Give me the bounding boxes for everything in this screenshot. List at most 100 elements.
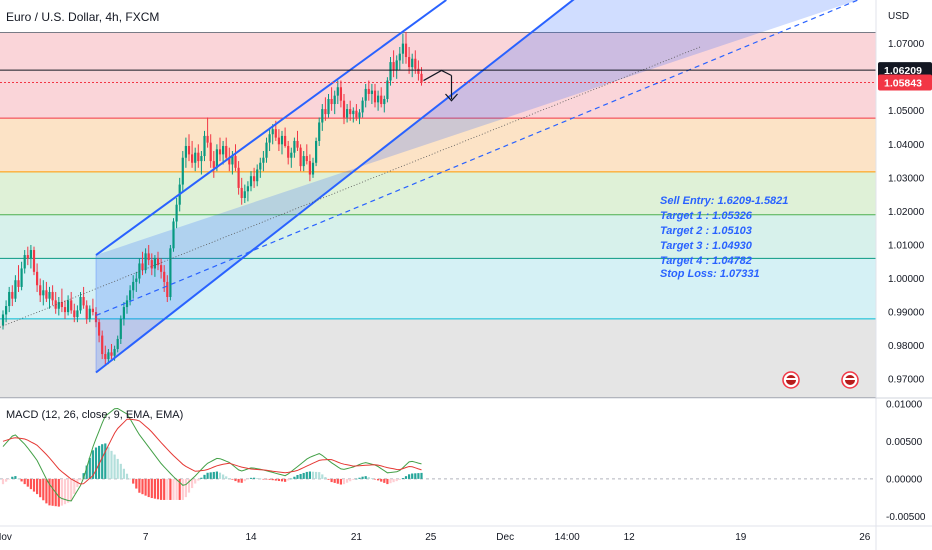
macd-histogram-bar: [5, 478, 8, 482]
signal-line: [2, 418, 422, 485]
annotation-sell-entry: Sell Entry: 1.6209-1.5821: [660, 195, 788, 207]
macd-histogram-bar: [138, 478, 141, 493]
candle-body: [243, 191, 246, 198]
candle-body: [225, 145, 228, 158]
macd-histogram-bar: [358, 477, 361, 479]
candle-body: [315, 140, 318, 163]
macd-histogram-bar: [32, 478, 36, 492]
macd-histogram-bar: [361, 476, 364, 479]
candle-body: [70, 300, 73, 311]
candle-body: [26, 255, 29, 259]
price-tick-label: 1.04000: [888, 140, 925, 151]
time-tick-label: Dec: [496, 532, 514, 543]
macd-histogram-bar: [17, 478, 20, 480]
macd-histogram-bar: [153, 478, 156, 499]
time-tick-label: 14:00: [555, 532, 580, 543]
candle-body: [14, 280, 17, 299]
candle-body: [203, 135, 206, 157]
macd-histogram-bar: [373, 478, 377, 480]
candle-body: [119, 318, 122, 339]
macd-histogram-bar: [299, 473, 302, 479]
candle-body: [414, 58, 417, 69]
candle-body: [408, 57, 411, 68]
macd-histogram-bar: [290, 478, 293, 480]
time-tick-label: 12: [624, 532, 636, 543]
currency-label: USD: [888, 11, 909, 22]
price-tick-label: 1.05000: [888, 106, 925, 117]
annotation-target-2: Target 2 : 1.05103: [660, 225, 752, 237]
time-axis[interactable]: Nov 7 14 21 25 Dec 14:00 12 19 26: [0, 525, 932, 543]
channel-mid-line: [95, 0, 859, 317]
macd-histogram-bar: [88, 457, 91, 479]
macd-histogram-bar: [101, 444, 104, 479]
macd-histogram-bar: [404, 476, 408, 479]
macd-histogram-bar: [8, 478, 11, 480]
macd-histogram-bar: [42, 478, 45, 501]
event-flag-stripe: [786, 378, 796, 380]
macd-histogram-bar: [212, 471, 215, 479]
macd-histogram-bar: [321, 474, 324, 479]
candle-body: [51, 291, 54, 301]
price-tag-label: 1.05843: [884, 77, 922, 89]
candle-body: [88, 308, 91, 319]
candle-body: [160, 265, 163, 272]
macd-histogram-bar: [122, 468, 125, 479]
candle-body: [163, 271, 166, 282]
candle-body: [17, 280, 20, 287]
macd-histogram-bar: [39, 478, 42, 498]
macd-histogram-bar: [305, 471, 308, 479]
macd-histogram-bar: [259, 478, 262, 480]
time-tick-label: 25: [425, 532, 437, 543]
macd-line: [2, 407, 422, 502]
candle-body: [76, 310, 79, 318]
macd-axis[interactable]: 0.01000 0.00500 0.00000 -0.00500: [886, 399, 926, 523]
candle-body: [370, 90, 373, 94]
candle-body: [271, 129, 274, 135]
candle-body: [218, 149, 222, 155]
candle-body: [11, 291, 14, 299]
candle-body: [98, 322, 101, 336]
candle-body: [141, 263, 144, 271]
candle-body: [57, 302, 60, 309]
candle-body: [383, 99, 386, 105]
candle-body: [367, 88, 370, 94]
candle-body: [1, 314, 5, 326]
candle-body: [302, 156, 305, 167]
macd-histogram-bar: [73, 478, 76, 494]
candle-body: [194, 152, 197, 163]
candle-body: [212, 161, 215, 168]
candle-body: [246, 186, 249, 192]
macd-histogram-bar: [91, 450, 94, 479]
macd-histogram-bar: [342, 478, 346, 485]
candle-body: [401, 43, 404, 54]
macd-histogram-bar: [175, 478, 178, 500]
macd-histogram-bar: [277, 478, 280, 482]
macd-histogram-bar: [231, 478, 234, 480]
macd-histogram-bar: [45, 478, 48, 504]
macd-histogram-bar: [98, 445, 101, 479]
candle-body: [206, 135, 209, 143]
macd-histogram-bar: [333, 478, 336, 483]
macd-histogram-bar: [209, 472, 212, 479]
macd-title: MACD (12, 26, close, 9, EMA, EMA): [6, 409, 183, 421]
candle-body: [274, 129, 277, 138]
candle-body: [150, 260, 153, 269]
candle-body: [305, 156, 308, 162]
macd-histogram-bar: [339, 478, 342, 485]
macd-histogram-bar: [383, 478, 386, 483]
macd-histogram-bar: [144, 478, 147, 496]
macd-histogram-bar: [76, 478, 79, 488]
macd-histogram-bar: [107, 447, 110, 479]
macd-histogram-bar: [67, 478, 70, 503]
candle-body: [355, 110, 358, 118]
event-flags: [782, 371, 859, 389]
candle-body: [101, 335, 104, 355]
candle-body: [342, 100, 346, 118]
candle-body: [265, 142, 268, 158]
candle-body: [318, 122, 321, 141]
candle-body: [311, 162, 315, 175]
macd-histogram-bar: [119, 463, 122, 479]
macd-histogram-bar: [308, 471, 311, 479]
price-tick-label: 1.00000: [888, 274, 925, 285]
